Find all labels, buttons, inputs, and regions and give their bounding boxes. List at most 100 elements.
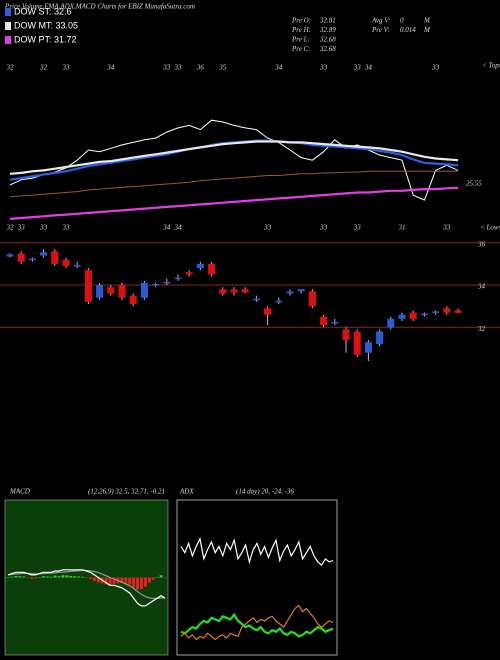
top-label: 33 — [174, 64, 183, 72]
histogram-bar — [104, 577, 108, 585]
histogram-bar — [49, 576, 53, 578]
histogram-bar — [112, 577, 116, 584]
candle-body — [420, 313, 428, 316]
tops-label: < Tops — [482, 62, 500, 70]
histogram-bar — [92, 577, 96, 581]
histogram-bar — [136, 577, 140, 590]
low-label: 32 — [6, 224, 15, 232]
histogram-bar — [69, 575, 73, 578]
candle-body — [398, 314, 406, 319]
low-label: 34 — [162, 224, 171, 232]
candle-body — [241, 289, 249, 293]
candle-body — [252, 298, 260, 301]
candle-body — [17, 253, 25, 262]
page-title: Price,Volume,EMA,ADX,MACD Charts for EBI… — [4, 3, 195, 11]
histogram-bar — [85, 577, 88, 579]
price-line — [9, 186, 459, 220]
end-label: 25.55 — [466, 179, 482, 187]
stat-value: 32.81 — [319, 17, 336, 25]
candle-body — [297, 289, 305, 292]
low-label: 33 — [442, 224, 451, 232]
candle-body — [264, 308, 272, 315]
candle-body — [140, 282, 148, 298]
candle-body — [84, 270, 92, 302]
histogram-bar — [41, 576, 45, 578]
top-label: 34 — [106, 64, 115, 72]
legend-label: DOW ST: 32.6 — [14, 6, 72, 16]
stat-label: Avg V: — [371, 17, 390, 25]
stat-unit: M — [423, 26, 431, 34]
stat-label: Pre V: — [371, 26, 390, 34]
candle-body — [353, 331, 361, 355]
adx-subtitle: (14 day) 20, -24, -36 — [236, 488, 294, 496]
histogram-bar — [45, 576, 49, 578]
y-tick-label: 34 — [477, 283, 486, 291]
low-label: 33 — [263, 224, 272, 232]
histogram-bar — [65, 575, 69, 578]
stat-value: 32.89 — [319, 26, 336, 34]
stat-label: Pre O: — [291, 17, 311, 25]
macd-line — [7, 569, 166, 607]
candle-body — [387, 318, 395, 328]
top-label: 33 — [62, 64, 71, 72]
candle-body — [73, 264, 81, 267]
histogram-bar — [73, 576, 77, 578]
stat-value: 0 — [400, 17, 404, 25]
histogram-bar — [57, 576, 61, 578]
candle-body — [40, 252, 48, 256]
price-line — [9, 170, 458, 198]
stat-value: 0.014 — [400, 26, 416, 34]
candle-body — [28, 258, 36, 261]
histogram-bar — [77, 576, 81, 578]
candle-body — [163, 281, 171, 284]
top-label: 33 — [353, 64, 362, 72]
top-label: 34 — [364, 64, 373, 72]
histogram-bar — [163, 577, 167, 578]
top-label: 32 — [39, 64, 48, 72]
candle-body — [107, 287, 115, 294]
candle-body — [331, 322, 339, 324]
histogram-bar — [37, 577, 41, 578]
top-label: 33 — [162, 64, 171, 72]
histogram-bar — [10, 576, 14, 578]
top-label: 32 — [6, 64, 15, 72]
low-label: 34 — [174, 224, 183, 232]
legend-label: DOW PT: 31.72 — [14, 34, 77, 44]
top-label: 36 — [196, 64, 205, 72]
histogram-bar — [26, 577, 30, 578]
histogram-bar — [6, 577, 10, 578]
histogram-bar — [81, 576, 85, 578]
stat-label: Pre H: — [291, 26, 311, 34]
histogram-bar — [53, 575, 57, 578]
candle-body — [364, 342, 372, 353]
candle-body — [185, 272, 193, 275]
price-line — [9, 140, 459, 175]
lows-label: < Lows — [480, 224, 500, 232]
candle-body — [286, 291, 294, 294]
histogram-bar — [96, 577, 100, 583]
candle-body — [409, 312, 417, 319]
legend-label: DOW MT: 33.05 — [14, 20, 78, 30]
top-label: 34 — [274, 64, 283, 72]
histogram-bar — [147, 577, 151, 583]
histogram-bar — [33, 577, 37, 579]
candle-body — [118, 285, 126, 298]
candle-body — [62, 259, 70, 267]
candle-body — [96, 285, 104, 298]
stat-value: 32.68 — [319, 45, 336, 53]
legend-swatch — [5, 22, 11, 30]
candle-body — [342, 329, 350, 340]
histogram-bar — [18, 576, 22, 578]
adx-title: ADX — [179, 488, 194, 496]
low-label: 33 — [319, 224, 328, 232]
candle-body — [174, 277, 182, 280]
histogram-bar — [22, 576, 26, 578]
top-label: 35 — [218, 64, 227, 72]
histogram-bar — [143, 577, 147, 587]
adx-line — [180, 536, 334, 566]
stat-unit: M — [423, 17, 431, 25]
stat-value: 32.68 — [319, 36, 336, 44]
histogram-bar — [108, 577, 112, 586]
